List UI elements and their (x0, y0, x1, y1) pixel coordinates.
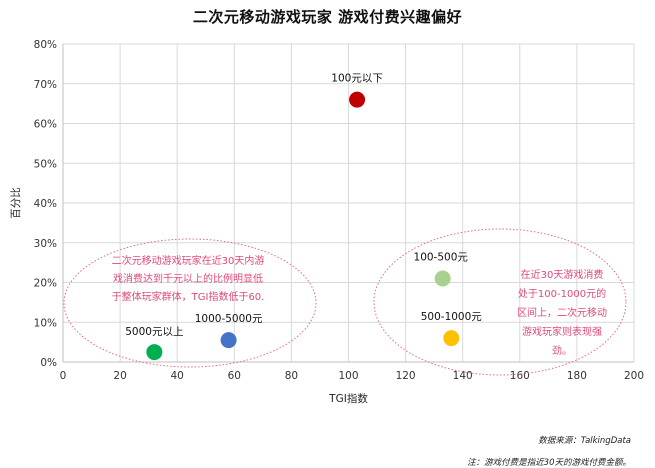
annotation-ellipse-right (373, 228, 627, 376)
x-tick-label: 40 (171, 370, 184, 382)
y-tick-label: 50% (34, 158, 57, 170)
data-point (434, 270, 451, 287)
y-tick-label: 80% (34, 39, 57, 51)
y-tick-label: 30% (34, 238, 57, 250)
x-axis-title: TGI指数 (328, 392, 368, 405)
annotation-text-right-line: 劲。 (552, 345, 572, 357)
annotation-text-left-line: 戏消费达到千元以上的比例明显低 (113, 272, 263, 285)
x-tick-label: 160 (510, 370, 530, 382)
y-tick-label: 10% (34, 317, 57, 329)
y-tick-label: 60% (34, 119, 57, 131)
data-point-label: 100元以下 (331, 73, 383, 85)
y-tick-label: 0% (40, 357, 57, 369)
x-tick-label: 100 (338, 370, 358, 382)
annotation-text-right-line: 处于100-1000元的 (518, 287, 606, 300)
annotation-text-right-line: 游戏玩家则表现强 (522, 325, 602, 338)
chart-title: 二次元移动游戏玩家 游戏付费兴趣偏好 (192, 8, 463, 26)
data-point-label: 5000元以上 (125, 326, 183, 338)
data-point-label: 100-500元 (414, 252, 469, 264)
data-point (443, 330, 460, 347)
x-tick-label: 80 (285, 370, 298, 382)
data-point-label: 500-1000元 (421, 311, 483, 323)
x-tick-label: 120 (396, 370, 416, 382)
annotation-text-right-line: 在近30天游戏消费 (521, 268, 604, 281)
annotation-ellipse-left (63, 238, 317, 368)
x-tick-label: 0 (60, 370, 67, 382)
y-axis-title: 百分比 (9, 187, 22, 219)
y-tick-label: 20% (34, 278, 57, 290)
annotation-text-left-line: 二次元移动游戏玩家在近30天内游 (112, 254, 265, 267)
annotation-text-right-line: 区间上，二次元移动 (517, 306, 607, 319)
annotation-text-left-line: 于整体玩家群体，TGI指数低于60. (112, 290, 265, 303)
data-point (220, 332, 237, 349)
footnote: 注：游戏付费是指近30天的游戏付费金额。 (467, 458, 631, 468)
data-point (146, 344, 163, 361)
x-tick-label: 60 (228, 370, 241, 382)
x-tick-label: 200 (624, 370, 644, 382)
x-tick-label: 180 (567, 370, 587, 382)
data-point-label: 1000-5000元 (195, 313, 263, 325)
x-tick-label: 140 (453, 370, 473, 382)
data-point (349, 91, 366, 108)
y-tick-label: 40% (34, 198, 57, 210)
x-tick-label: 20 (113, 370, 126, 382)
data-source: 数据来源：TalkingData (538, 436, 631, 446)
y-tick-label: 70% (34, 79, 57, 91)
